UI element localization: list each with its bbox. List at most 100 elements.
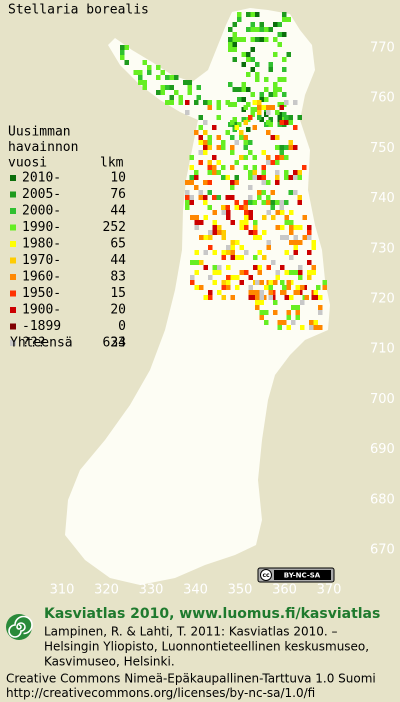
observation-square	[216, 195, 221, 200]
observation-square	[277, 112, 282, 117]
badge-circle	[260, 569, 272, 581]
y-tick-label: 750	[370, 141, 395, 156]
observation-square	[239, 135, 244, 140]
observation-square	[248, 275, 253, 280]
observation-square	[198, 115, 203, 120]
observation-square	[250, 107, 255, 112]
observation-square	[298, 275, 303, 280]
observation-square	[266, 110, 271, 115]
observation-square	[257, 190, 262, 195]
observation-square	[257, 235, 262, 240]
legend-count: 24	[110, 336, 126, 351]
observation-square	[194, 100, 199, 105]
observation-square	[203, 120, 208, 125]
observation-square	[289, 270, 294, 275]
observation-square	[243, 105, 248, 110]
observation-square	[248, 170, 253, 175]
observation-square	[230, 255, 235, 260]
observation-square	[255, 37, 260, 42]
observation-square	[248, 200, 253, 205]
legend-count: 44	[110, 253, 126, 268]
observation-square	[237, 37, 242, 42]
observation-square	[142, 60, 147, 65]
legend-count: 252	[103, 220, 126, 235]
observation-square	[309, 320, 314, 325]
observation-square	[253, 255, 258, 260]
observation-square	[268, 290, 273, 295]
observation-square	[207, 160, 212, 165]
observation-square	[275, 180, 280, 185]
observation-square	[298, 225, 303, 230]
observation-square	[261, 190, 266, 195]
observation-square	[230, 220, 235, 225]
observation-square	[208, 290, 213, 295]
observation-square	[189, 195, 194, 200]
observation-square	[257, 195, 262, 200]
observation-square	[279, 105, 284, 110]
observation-square	[124, 45, 129, 50]
observation-square	[241, 52, 246, 57]
observation-square	[318, 310, 323, 315]
observation-square	[291, 320, 296, 325]
observation-square	[284, 115, 289, 120]
observation-square	[318, 295, 323, 300]
observation-square	[234, 140, 239, 145]
observation-square	[264, 27, 269, 32]
observation-square	[239, 225, 244, 230]
x-tick-label: 310	[50, 583, 75, 598]
observation-square	[264, 285, 269, 290]
y-tick-label: 730	[370, 241, 395, 256]
observation-square	[277, 325, 282, 330]
observation-square	[261, 175, 266, 180]
observation-square	[268, 67, 273, 72]
observation-square	[253, 235, 258, 240]
observation-square	[255, 27, 260, 32]
observation-square	[297, 170, 302, 175]
observation-square	[207, 205, 212, 210]
observation-square	[275, 110, 280, 115]
observation-square	[243, 120, 248, 125]
observation-square	[270, 135, 275, 140]
observation-square	[293, 125, 298, 130]
observation-square	[207, 135, 212, 140]
observation-square	[268, 92, 273, 97]
observation-square	[275, 275, 280, 280]
observation-square	[268, 27, 273, 32]
observation-square	[239, 270, 244, 275]
observation-square	[241, 97, 246, 102]
observation-square	[207, 105, 212, 110]
legend-label: 1980-	[22, 237, 61, 252]
observation-square	[230, 150, 235, 155]
observation-square	[255, 12, 260, 17]
observation-square	[266, 240, 271, 245]
legend-swatch	[10, 257, 16, 264]
observation-square	[253, 230, 258, 235]
observation-square	[212, 165, 217, 170]
observation-square	[270, 205, 275, 210]
observation-square	[225, 205, 230, 210]
observation-square	[230, 180, 235, 185]
observation-square	[250, 112, 255, 117]
observation-square	[313, 325, 318, 330]
observation-square	[277, 77, 282, 82]
legend-label: ???	[22, 336, 45, 351]
observation-square	[288, 190, 293, 195]
observation-square	[275, 175, 280, 180]
observation-square	[277, 32, 282, 37]
observation-square	[300, 285, 305, 290]
observation-square	[221, 250, 226, 255]
observation-square	[225, 130, 230, 135]
observation-square	[187, 85, 192, 90]
observation-square	[120, 55, 125, 60]
observation-square	[232, 122, 237, 127]
observation-square	[289, 210, 294, 215]
observation-square	[226, 250, 231, 255]
observation-square	[244, 210, 249, 215]
observation-square	[286, 280, 291, 285]
observation-square	[221, 255, 226, 260]
observation-square	[228, 27, 233, 32]
observation-square	[239, 155, 244, 160]
observation-square	[248, 210, 253, 215]
observation-square	[259, 92, 264, 97]
badge-terms: BY-NC-SA	[284, 572, 321, 580]
